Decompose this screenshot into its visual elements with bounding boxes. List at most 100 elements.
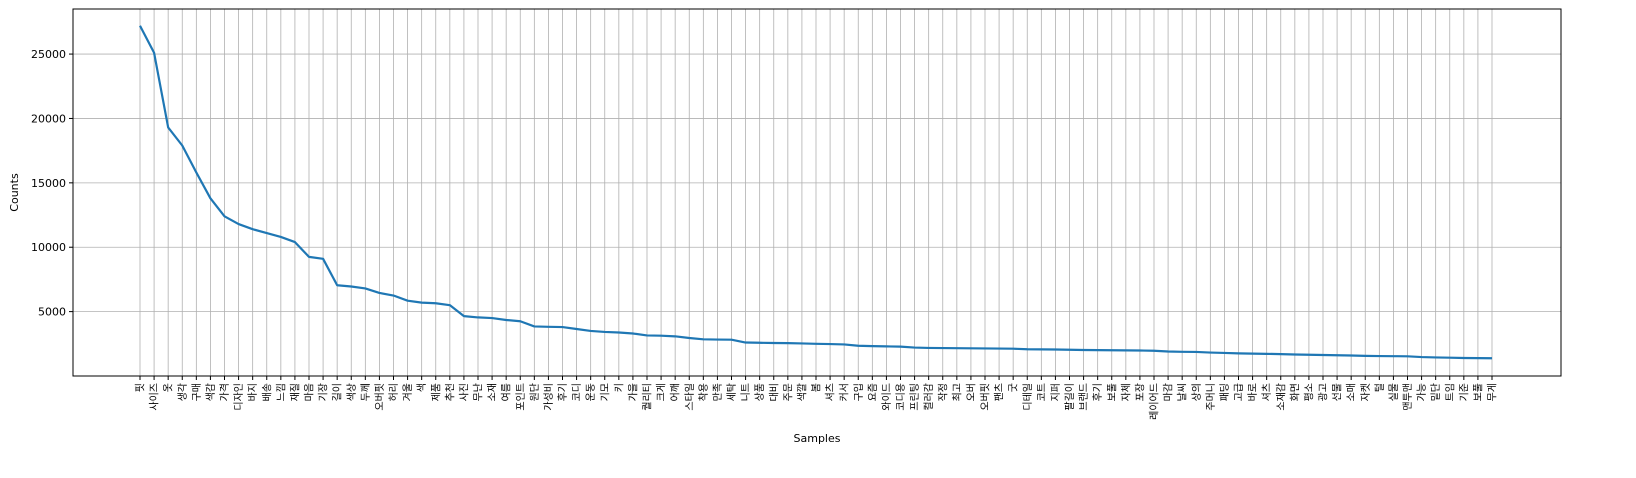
x-tick-label: 굿: [1008, 383, 1020, 392]
x-tick-label: 가을: [627, 383, 639, 401]
x-tick-label: 기준: [1458, 383, 1470, 401]
x-tick-label: 브랜드: [1078, 383, 1090, 411]
x-tick-label: 프린팅: [909, 383, 921, 411]
x-tick-label: 커서: [839, 383, 851, 401]
x-tick-label: 주문: [782, 383, 794, 401]
x-tick-label: 소재감: [1275, 383, 1287, 411]
y-tick-label: 20000: [31, 112, 66, 125]
x-tick-label: 착용: [698, 383, 710, 401]
x-tick-label: 생각: [177, 383, 189, 401]
x-tick-label: 바로: [1247, 383, 1259, 401]
x-tick-label: 기장: [318, 383, 330, 401]
x-tick-label: 구매: [191, 383, 203, 401]
x-tick-label: 가격: [218, 383, 231, 401]
x-tick-label: 봄: [811, 383, 823, 392]
x-tick-label: 사이즈: [149, 383, 161, 411]
x-tick-label: 구입: [852, 383, 865, 401]
x-tick-label: 어깨: [670, 383, 682, 401]
x-tick-label: 트임: [1443, 383, 1456, 401]
x-tick-label: 겨울: [402, 383, 414, 401]
x-tick-label: 평소: [1303, 383, 1315, 401]
x-tick-label: 화면: [1289, 383, 1301, 401]
y-tick-label: 5000: [38, 306, 66, 319]
x-axis-label: Samples: [794, 432, 841, 445]
x-tick-label: 팬츠: [994, 383, 1006, 401]
x-tick-label: 지퍼: [1050, 383, 1062, 401]
x-tick-label: 두께: [360, 383, 372, 401]
x-tick-label: 마음: [304, 383, 316, 401]
x-tick-label: 느낌: [275, 383, 287, 401]
x-tick-label: 실물: [1388, 383, 1400, 401]
x-tick-label: 후기: [1092, 383, 1104, 401]
x-tick-label: 제품: [430, 383, 442, 401]
x-tick-label: 대비: [768, 383, 780, 401]
x-tick-label: 팔길이: [1063, 383, 1076, 411]
x-tick-label: 최고: [951, 383, 963, 401]
x-tick-label: 소매: [1346, 383, 1358, 401]
x-tick-label: 가능: [1416, 383, 1428, 401]
x-tick-label: 배송: [261, 383, 273, 401]
x-tick-label: 퀄리티: [642, 383, 654, 411]
x-tick-label: 주머니: [1205, 383, 1217, 411]
x-tick-label: 여름: [501, 383, 513, 401]
x-tick-label: 디테일: [1022, 383, 1034, 411]
x-tick-label: 크게: [656, 383, 668, 401]
x-tick-label: 추천: [444, 383, 456, 401]
x-tick-label: 재질: [289, 383, 301, 401]
x-tick-label: 자켓: [1360, 383, 1372, 401]
x-tick-label: 후기: [557, 383, 569, 401]
x-tick-label: 길이: [331, 383, 344, 401]
x-tick-label: 허리: [388, 383, 400, 401]
x-tick-label: 고급: [1233, 383, 1245, 401]
x-tick-label: 보풀: [1472, 383, 1484, 401]
x-tick-label: 밑단: [1430, 383, 1442, 401]
x-tick-label: 색감: [205, 383, 217, 401]
x-tick-label: 소재: [487, 383, 499, 401]
x-tick-label: 코트: [1037, 383, 1048, 401]
x-tick-label: 코디용: [895, 383, 907, 411]
x-tick-label: 선물: [1332, 383, 1344, 401]
x-tick-label: 디자인: [233, 383, 245, 411]
x-tick-label: 세탁: [726, 383, 738, 401]
x-tick-label: 색: [416, 383, 428, 392]
x-tick-label: 운동: [585, 383, 597, 401]
x-tick-label: 만족: [712, 383, 724, 401]
x-tick-label: 자체: [1120, 383, 1132, 401]
x-tick-label: 오버핏: [374, 383, 386, 411]
x-tick-label: 색상: [346, 383, 358, 401]
x-tick-label: 날씨: [1177, 383, 1189, 401]
x-tick-label: 맨투맨: [1402, 383, 1414, 411]
x-tick-label: 옷: [163, 383, 175, 392]
x-tick-label: 무난: [473, 383, 485, 401]
x-tick-label: 광고: [1318, 383, 1330, 401]
x-tick-label: 레이어드: [1149, 383, 1161, 420]
x-tick-label: 보풀: [1106, 383, 1118, 401]
x-tick-label: 포장: [1134, 383, 1146, 401]
grid-layer: [73, 9, 1561, 376]
x-tick-label: 마감: [1163, 383, 1175, 401]
axes-frame: [73, 9, 1561, 376]
y-tick-label: 10000: [31, 241, 66, 254]
y-axis-ticks: 5000 10000 15000 20000 25000: [31, 48, 73, 319]
x-tick-label: 와이드: [881, 383, 893, 411]
x-tick-label: 스타일: [684, 383, 696, 411]
x-tick-label: 털: [1374, 383, 1386, 392]
x-tick-label: 요즘: [867, 383, 879, 401]
x-tick-label: 작정: [937, 383, 949, 401]
y-tick-label: 25000: [31, 48, 66, 61]
x-tick-label: 컬러감: [922, 383, 935, 411]
x-tick-label: 바지: [247, 383, 259, 401]
x-tick-label: 상품: [754, 383, 766, 401]
x-tick-label: 색깔: [796, 383, 808, 401]
x-tick-label: 무게: [1487, 383, 1499, 401]
x-tick-label: 오버핏: [980, 383, 992, 411]
x-tick-label: 키: [613, 383, 625, 392]
y-tick-label: 15000: [31, 177, 66, 190]
x-tick-label: 가성비: [543, 383, 555, 411]
y-axis-label: Counts: [8, 173, 21, 212]
x-tick-label: 셔츠: [1261, 383, 1273, 401]
x-tick-label: 니트: [740, 383, 752, 401]
